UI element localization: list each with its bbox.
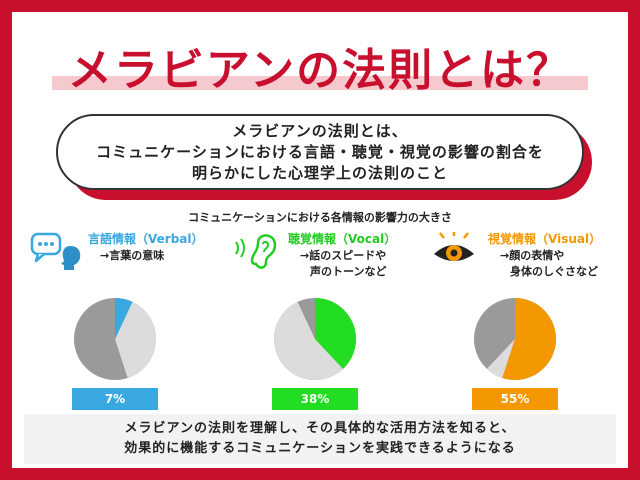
- ear-icon: [235, 234, 277, 269]
- title-highlight: [52, 76, 588, 90]
- pie-highlight-segment: [502, 298, 556, 380]
- footer-line: メラビアンの法則を理解し、その具体的な活用方法を知ると、: [124, 421, 516, 436]
- definition-line: メラビアンの法則とは、: [232, 121, 408, 140]
- footer-line: 効果的に機能するコミュニケーションを実践できるようになる: [124, 441, 516, 456]
- verbal-column: 言語情報（Verbal） →言葉の意味 7%: [30, 230, 220, 410]
- visual-pie-chart: [474, 298, 556, 380]
- visual-column: 視覚情報（Visual） →顔の表情や 身体のしぐさなど 55%: [430, 230, 620, 410]
- definition-line: 明らかにした心理学上の法則のこと: [191, 163, 448, 182]
- definition-box: メラビアンの法則とは、 コミュニケーションにおける言語・聴覚・視覚の影響の割合を…: [56, 114, 584, 190]
- verbal-percent-label: 7%: [72, 388, 158, 410]
- speech-bubble-head-icon: [30, 232, 81, 270]
- definition-line: コミュニケーションにおける言語・聴覚・視覚の影響の割合を: [96, 142, 544, 161]
- verbal-heading: 言語情報（Verbal）: [88, 232, 204, 246]
- pie-highlight-segment: [315, 298, 356, 369]
- section-subtitle: コミュニケーションにおける各情報の影響力の大きさ: [188, 211, 452, 224]
- visual-percent-label: 55%: [472, 388, 558, 410]
- pie-other-segment: [486, 339, 515, 378]
- pie-highlight-segment: [115, 298, 133, 339]
- vocal-pie-chart: [273, 298, 356, 381]
- verbal-pie-chart: [74, 298, 156, 380]
- page-title: メラビアンの法則とは？: [67, 45, 573, 96]
- vocal-column: 聴覚情報（Vocal） →話のスピードや 声のトーンなど 38%: [230, 230, 420, 410]
- vocal-description: →話のスピードや 声のトーンなど: [300, 249, 387, 278]
- infographic-card: メラビアンの法則とは？ メラビアンの法則とは、 コミュニケーションにおける言語・…: [12, 12, 628, 468]
- visual-description: →顔の表情や 身体のしぐさなど: [500, 249, 598, 278]
- pie-other-segment: [115, 301, 156, 378]
- pie-other-segment: [273, 301, 344, 381]
- verbal-description: →言葉の意味: [100, 249, 165, 262]
- visual-heading: 視覚情報（Visual）: [488, 232, 602, 246]
- vocal-heading: 聴覚情報（Vocal）: [288, 232, 397, 246]
- vocal-percent-label: 38%: [272, 388, 358, 410]
- summary-footer: メラビアンの法則を理解し、その具体的な活用方法を知ると、 効果的に機能するコミュ…: [24, 414, 616, 464]
- eye-icon: [434, 232, 474, 261]
